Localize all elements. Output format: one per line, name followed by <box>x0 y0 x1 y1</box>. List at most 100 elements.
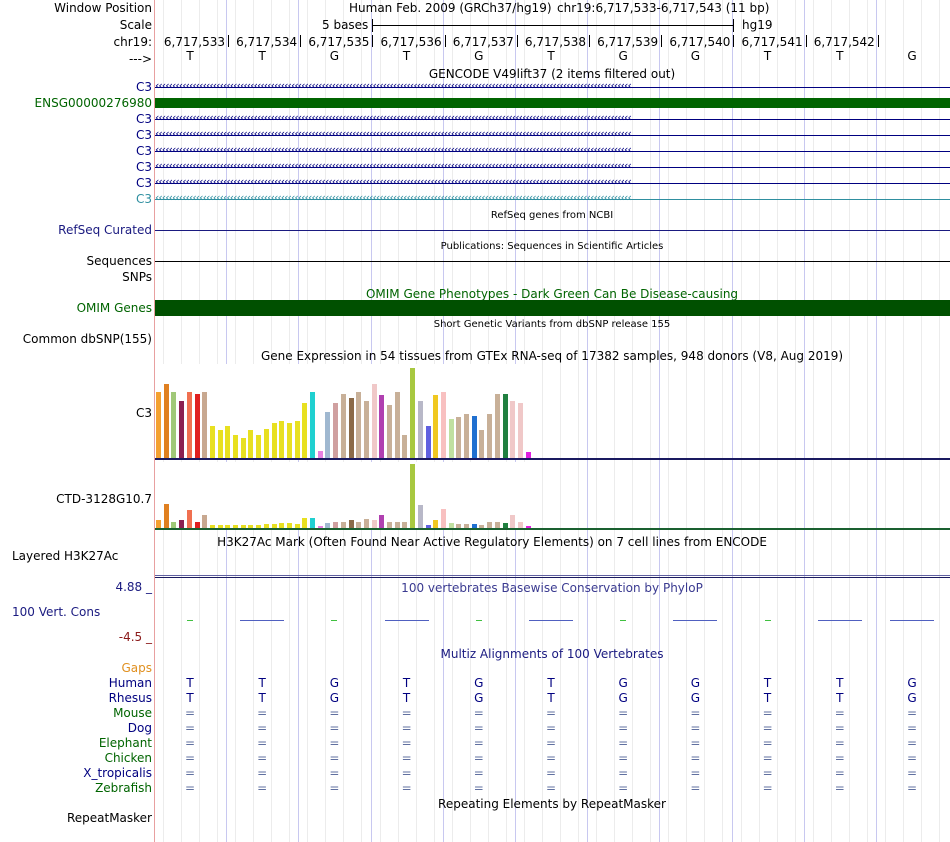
gtex-c3-bar[interactable] <box>233 435 238 458</box>
h3k27ac-track-label[interactable]: Layered H3K27Ac <box>12 549 119 563</box>
gtex-ctd-bar[interactable] <box>363 519 369 528</box>
gtex-c3-bar[interactable] <box>256 435 262 458</box>
snps-track-label[interactable]: SNPs <box>122 270 152 284</box>
gtex-ctd-bar[interactable] <box>225 525 231 528</box>
cons-mark[interactable] <box>331 620 338 621</box>
gtex-ctd-bar[interactable] <box>425 525 431 528</box>
gtex-ctd-bar[interactable] <box>279 523 285 528</box>
gtex-ctd-bar[interactable] <box>340 522 346 528</box>
multiz-species-label[interactable]: Rhesus <box>108 691 152 705</box>
gencode-item-label[interactable]: C3 <box>135 80 152 94</box>
dbsnp-track-label[interactable]: Common dbSNP(155) <box>22 332 152 346</box>
gencode-strand-row[interactable]: ‹‹‹‹‹‹‹‹‹‹‹‹‹‹‹‹‹‹‹‹‹‹‹‹‹‹‹‹‹‹‹‹‹‹‹‹‹‹‹‹… <box>155 128 950 142</box>
gtex-c3-bar[interactable] <box>348 398 354 458</box>
gtex-c3-bar[interactable] <box>240 438 246 458</box>
multiz-species-label[interactable]: X_tropicalis <box>83 766 152 780</box>
gtex-c3-bar[interactable] <box>448 419 454 458</box>
gtex-ctd-bar[interactable] <box>163 504 169 528</box>
multiz-species-label[interactable]: Mouse <box>113 706 152 720</box>
gtex-c3-bar[interactable] <box>464 414 469 458</box>
cons-mark[interactable] <box>620 620 627 621</box>
gtex-c3-bar[interactable] <box>286 423 292 458</box>
cons-mark[interactable] <box>240 620 285 621</box>
gtex-c3-bar[interactable] <box>487 414 493 458</box>
multiz-species-label[interactable]: Dog <box>127 721 152 735</box>
gencode-item-label[interactable]: ENSG00000276980 <box>34 96 152 110</box>
gtex-ctd-bar[interactable] <box>333 522 339 528</box>
gtex-c3-bar[interactable] <box>433 395 439 458</box>
gtex-ctd-bar[interactable] <box>325 523 331 528</box>
gtex-c3-bar[interactable] <box>263 429 269 458</box>
gtex-c3-bar[interactable] <box>225 426 231 458</box>
gtex-ctd-bar[interactable] <box>179 520 185 528</box>
gtex-c3-bar[interactable] <box>310 392 315 458</box>
cons-track-label[interactable]: 100 Vert. Cons <box>12 605 101 619</box>
gtex-c3-bar[interactable] <box>340 394 346 458</box>
gtex-c3-bar[interactable] <box>494 394 500 458</box>
cons-mark[interactable] <box>384 620 429 621</box>
track-display-area[interactable]: Human Feb. 2009 (GRCh37/hg19) chr19:6,71… <box>155 0 950 842</box>
multiz-species-label[interactable]: Zebrafish <box>95 781 152 795</box>
gencode-feature-bar[interactable] <box>155 98 950 108</box>
gtex-ctd-bar[interactable] <box>417 505 423 528</box>
gtex-c3-bar[interactable] <box>217 430 223 458</box>
gtex-c3-bar[interactable] <box>248 430 254 458</box>
gtex-c3-bar[interactable] <box>356 392 362 458</box>
gtex-c3-bar[interactable] <box>517 403 523 458</box>
gtex-ctd-bar[interactable] <box>271 524 277 528</box>
gencode-strand-row[interactable]: ‹‹‹‹‹‹‹‹‹‹‹‹‹‹‹‹‹‹‹‹‹‹‹‹‹‹‹‹‹‹‹‹‹‹‹‹‹‹‹‹… <box>155 160 950 174</box>
gtex-c3-bar[interactable] <box>202 392 208 458</box>
gtex-c3-bar[interactable] <box>510 401 516 458</box>
gtex-c3-bar[interactable] <box>194 394 200 458</box>
omim-track-label[interactable]: OMIM Genes <box>76 301 152 315</box>
gtex-ctd-bar[interactable] <box>156 520 161 528</box>
gtex-c3-bar[interactable] <box>294 421 300 458</box>
gtex-c3-bar[interactable] <box>302 403 308 458</box>
gencode-strand-row[interactable]: ‹‹‹‹‹‹‹‹‹‹‹‹‹‹‹‹‹‹‹‹‹‹‹‹‹‹‹‹‹‹‹‹‹‹‹‹‹‹‹‹… <box>155 144 950 158</box>
gtex-c3-bar[interactable] <box>410 368 416 458</box>
sequences-track-label[interactable]: Sequences <box>86 254 152 268</box>
cons-mark[interactable] <box>764 620 771 621</box>
gencode-item-label[interactable]: C3 <box>135 160 152 174</box>
gtex-c3-bar[interactable] <box>209 426 215 458</box>
gtex-ctd-label[interactable]: CTD-3128G10.7 <box>56 492 152 506</box>
gencode-item-label[interactable]: C3 <box>135 112 152 126</box>
gtex-c3-bar[interactable] <box>171 392 177 458</box>
gtex-ctd-bar[interactable] <box>494 522 500 528</box>
gtex-ctd-bar[interactable] <box>433 520 439 528</box>
gtex-c3-bar[interactable] <box>379 395 385 458</box>
gtex-ctd-bar[interactable] <box>525 526 531 528</box>
omim-feature-bar[interactable] <box>155 300 950 316</box>
gtex-ctd-bar[interactable] <box>348 520 354 528</box>
gtex-ctd-bar[interactable] <box>410 464 416 528</box>
gtex-c3-bar[interactable] <box>179 401 185 458</box>
cons-mark[interactable] <box>529 620 573 621</box>
gtex-ctd-bar[interactable] <box>194 522 200 528</box>
gtex-ctd-bar[interactable] <box>209 525 215 528</box>
gtex-ctd-bar[interactable] <box>186 510 192 528</box>
gtex-ctd-bar[interactable] <box>487 522 493 528</box>
gtex-c3-bar[interactable] <box>402 435 408 458</box>
gtex-ctd-bar[interactable] <box>387 522 392 528</box>
gtex-c3-bar[interactable] <box>333 403 339 458</box>
gtex-ctd-bar[interactable] <box>217 525 223 528</box>
gtex-c3-bar[interactable] <box>271 423 277 458</box>
gtex-c3-bar[interactable] <box>417 401 423 458</box>
gencode-item-label[interactable]: C3 <box>135 128 152 142</box>
gencode-item-label[interactable]: C3 <box>135 176 152 190</box>
gtex-ctd-bar[interactable] <box>402 522 408 528</box>
multiz-species-label[interactable]: Gaps <box>121 661 152 675</box>
gtex-ctd-bar[interactable] <box>471 524 477 528</box>
gtex-c3-bar[interactable] <box>440 392 446 458</box>
gtex-c3-bar[interactable] <box>371 384 377 458</box>
gtex-c3-bar[interactable] <box>479 430 485 458</box>
gtex-c3-bar[interactable] <box>163 384 169 458</box>
gtex-ctd-bar[interactable] <box>294 524 300 528</box>
gtex-ctd-bar[interactable] <box>464 524 469 528</box>
multiz-species-label[interactable]: Chicken <box>104 751 152 765</box>
gencode-strand-row[interactable]: ‹‹‹‹‹‹‹‹‹‹‹‹‹‹‹‹‹‹‹‹‹‹‹‹‹‹‹‹‹‹‹‹‹‹‹‹‹‹‹‹… <box>155 192 950 206</box>
gtex-c3-bar[interactable] <box>525 452 531 458</box>
repeatmasker-track-label[interactable]: RepeatMasker <box>66 811 152 825</box>
cons-mark[interactable] <box>890 620 934 621</box>
gtex-ctd-bar[interactable] <box>317 526 323 528</box>
